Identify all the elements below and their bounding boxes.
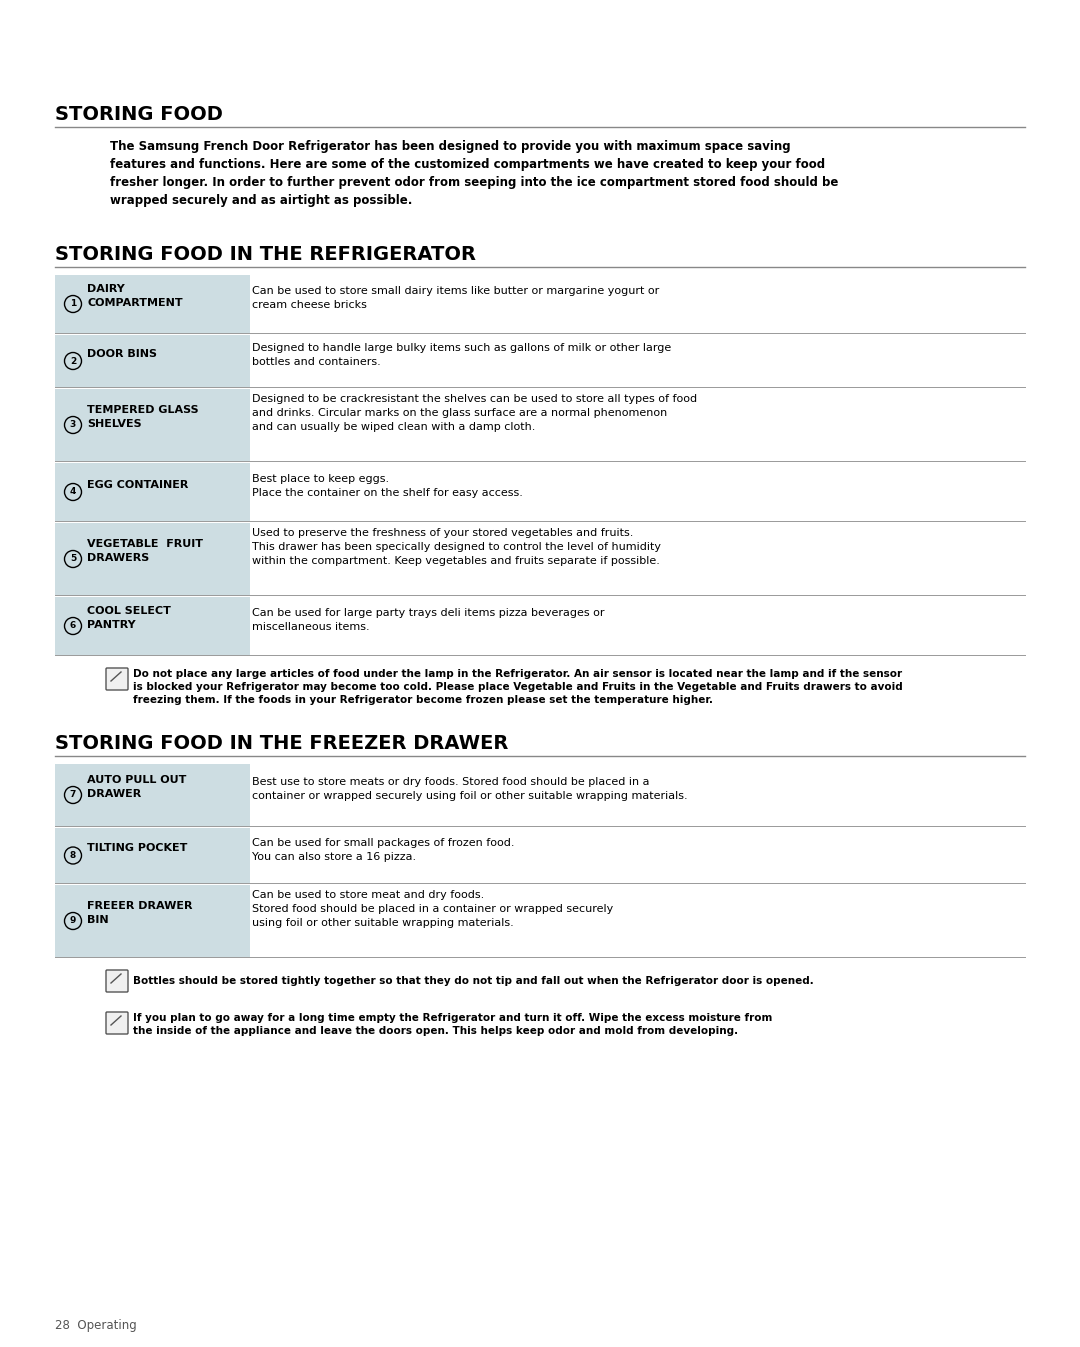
- FancyBboxPatch shape: [106, 1012, 129, 1034]
- Text: 1: 1: [70, 299, 76, 308]
- Text: 6: 6: [70, 621, 76, 630]
- Bar: [55, 764, 249, 826]
- Text: 28  Operating: 28 Operating: [55, 1319, 137, 1332]
- Bar: [55, 389, 249, 461]
- Text: Bottles should be stored tightly together so that they do not tip and fall out w: Bottles should be stored tightly togethe…: [133, 977, 813, 986]
- Text: 5: 5: [70, 555, 76, 563]
- Text: 3: 3: [70, 420, 76, 430]
- FancyBboxPatch shape: [106, 970, 129, 991]
- Text: EGG CONTAINER: EGG CONTAINER: [87, 480, 188, 490]
- Text: STORING FOOD: STORING FOOD: [55, 105, 222, 124]
- Text: Can be used to store small dairy items like butter or margarine yogurt or
cream : Can be used to store small dairy items l…: [252, 287, 659, 310]
- Bar: [55, 597, 249, 655]
- Text: Best place to keep eggs.
Place the container on the shelf for easy access.: Best place to keep eggs. Place the conta…: [252, 474, 523, 498]
- Text: Best use to store meats or dry foods. Stored food should be placed in a
containe: Best use to store meats or dry foods. St…: [252, 777, 688, 801]
- Text: DOOR BINS: DOOR BINS: [87, 349, 157, 360]
- Text: TILTING POCKET: TILTING POCKET: [87, 843, 187, 854]
- Text: STORING FOOD IN THE FREEZER DRAWER: STORING FOOD IN THE FREEZER DRAWER: [55, 734, 509, 753]
- Text: Designed to be crackresistant the shelves can be used to store all types of food: Designed to be crackresistant the shelve…: [252, 395, 697, 432]
- Text: The Samsung French Door Refrigerator has been designed to provide you with maxim: The Samsung French Door Refrigerator has…: [110, 140, 838, 207]
- Bar: [55, 885, 249, 956]
- Text: STORING FOOD IN THE REFRIGERATOR: STORING FOOD IN THE REFRIGERATOR: [55, 245, 476, 264]
- Text: AUTO PULL OUT
DRAWER: AUTO PULL OUT DRAWER: [87, 776, 187, 799]
- FancyBboxPatch shape: [106, 668, 129, 690]
- Text: TEMPERED GLASS
SHELVES: TEMPERED GLASS SHELVES: [87, 405, 199, 428]
- Bar: [55, 275, 249, 333]
- Text: Can be used to store meat and dry foods.
Stored food should be placed in a conta: Can be used to store meat and dry foods.…: [252, 890, 613, 928]
- Text: 8: 8: [70, 851, 76, 859]
- Text: 2: 2: [70, 357, 76, 365]
- Text: 4: 4: [70, 488, 77, 497]
- Text: DAIRY
COMPARTMENT: DAIRY COMPARTMENT: [87, 284, 183, 307]
- Bar: [55, 463, 249, 521]
- Text: VEGETABLE  FRUIT
DRAWERS: VEGETABLE FRUIT DRAWERS: [87, 539, 203, 563]
- Text: If you plan to go away for a long time empty the Refrigerator and turn it off. W: If you plan to go away for a long time e…: [133, 1013, 772, 1036]
- Text: 7: 7: [70, 791, 77, 800]
- Bar: [55, 335, 249, 387]
- Bar: [55, 828, 249, 884]
- Text: Do not place any large articles of food under the lamp in the Refrigerator. An a: Do not place any large articles of food …: [133, 669, 903, 706]
- Bar: [55, 523, 249, 595]
- Text: COOL SELECT
PANTRY: COOL SELECT PANTRY: [87, 606, 171, 629]
- Text: Designed to handle large bulky items such as gallons of milk or other large
bott: Designed to handle large bulky items suc…: [252, 343, 672, 368]
- Text: FREEER DRAWER
BIN: FREEER DRAWER BIN: [87, 901, 192, 924]
- Text: 9: 9: [70, 916, 77, 925]
- Text: Can be used for large party trays deli items pizza beverages or
miscellaneous it: Can be used for large party trays deli i…: [252, 609, 605, 632]
- Text: Can be used for small packages of frozen food.
You can also store a 16 pizza.: Can be used for small packages of frozen…: [252, 838, 514, 862]
- Text: Used to preserve the freshness of your stored vegetables and fruits.
This drawer: Used to preserve the freshness of your s…: [252, 528, 661, 567]
